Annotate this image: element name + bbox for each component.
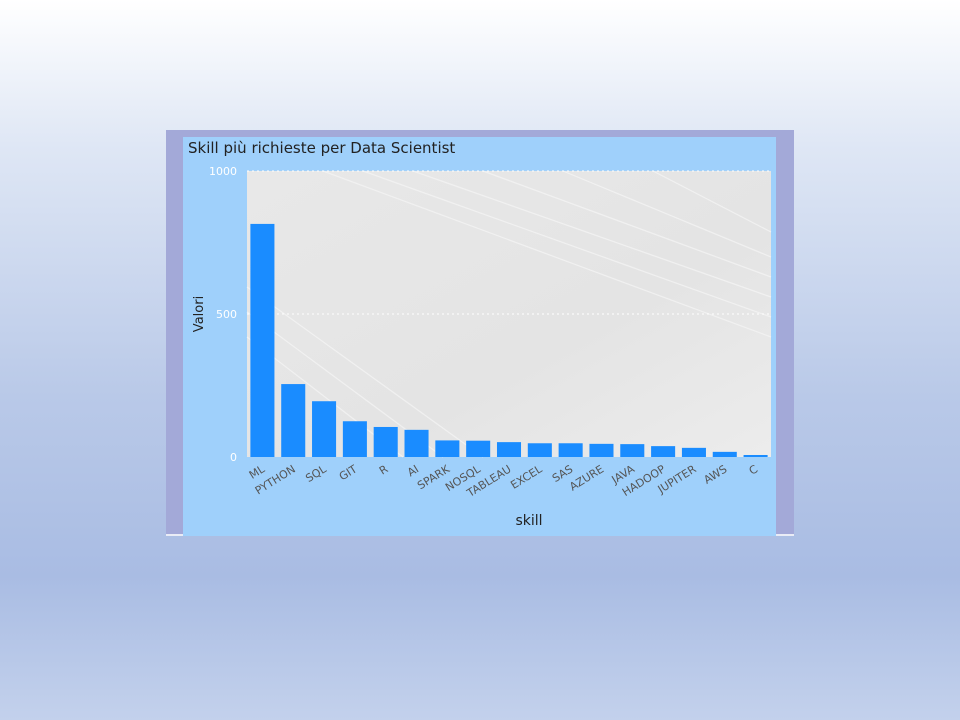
texture-streak <box>246 286 484 458</box>
x-tick-label: EXCEL <box>508 462 545 492</box>
bar-java[interactable] <box>620 444 645 457</box>
x-axis-title: skill <box>515 513 542 529</box>
bar-hadoop[interactable] <box>651 446 676 457</box>
y-tick-label: 500 <box>216 308 237 321</box>
bar-jupiter[interactable] <box>681 447 706 457</box>
bar-python[interactable] <box>281 384 306 457</box>
bar-ml[interactable] <box>250 223 275 457</box>
texture-streak <box>652 170 772 233</box>
chart-card[interactable]: Skill più richieste per Data Scientist 0… <box>183 137 776 536</box>
texture-streak <box>562 170 772 258</box>
bar-git[interactable] <box>342 421 367 457</box>
bars-group <box>250 223 768 457</box>
bar-tableau[interactable] <box>496 442 522 457</box>
y-axis-ticks: 0 500 1000 <box>209 165 237 464</box>
x-tick-label: SQL <box>303 462 329 485</box>
texture-streak <box>412 170 772 298</box>
bar-excel[interactable] <box>527 443 552 457</box>
x-tick-label: AZURE <box>567 463 606 494</box>
x-tick-label: R <box>377 462 391 477</box>
y-axis-title: Valori <box>192 296 207 332</box>
bar-r[interactable] <box>373 426 398 457</box>
texture-streak <box>362 170 772 318</box>
bar-nosql[interactable] <box>466 440 491 457</box>
y-tick-label: 1000 <box>209 165 237 178</box>
x-tick-label: AWS <box>701 463 729 487</box>
report-frame: Skill più richieste per Data Scientist 0… <box>166 130 794 536</box>
texture-streak <box>322 170 772 338</box>
y-tick-label: 0 <box>230 451 237 464</box>
bar-c[interactable] <box>743 454 768 457</box>
bar-sql[interactable] <box>312 401 337 457</box>
texture-streak <box>482 170 772 278</box>
bar-sas[interactable] <box>558 443 583 457</box>
chart-title: Skill più richieste per Data Scientist <box>188 139 456 157</box>
gridlines <box>247 170 771 315</box>
bar-aws[interactable] <box>712 451 737 457</box>
x-tick-label: C <box>747 462 761 477</box>
bar-spark[interactable] <box>435 440 460 457</box>
bar-azure[interactable] <box>589 443 614 457</box>
bar-ai[interactable] <box>404 429 429 457</box>
x-tick-label: AI <box>405 463 421 480</box>
x-tick-label: GIT <box>337 462 360 483</box>
